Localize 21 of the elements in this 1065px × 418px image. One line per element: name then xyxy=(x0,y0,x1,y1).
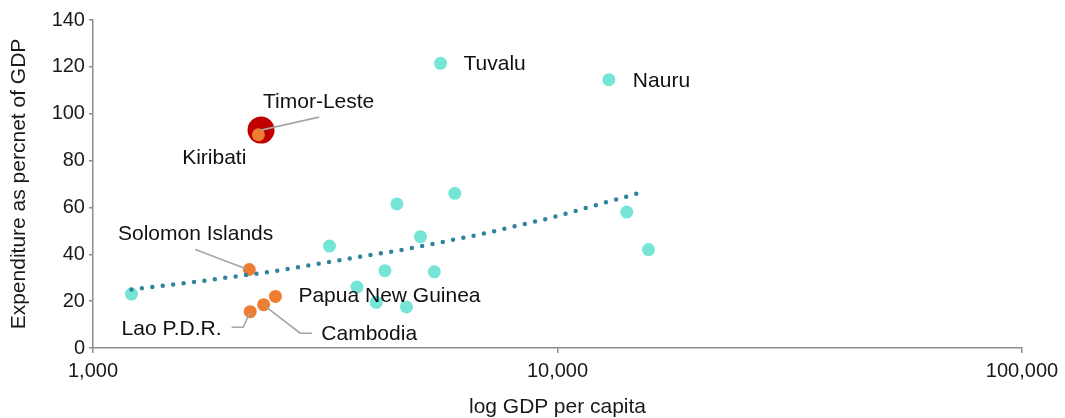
x-axis-title: log GDP per capita xyxy=(468,394,647,418)
annotation: Cambodia xyxy=(321,320,418,344)
y-tick-label: 140 xyxy=(51,7,85,30)
y-tick-label: 60 xyxy=(62,194,85,217)
y-tick-label: 120 xyxy=(51,54,85,77)
x-tick-label: 100,000 xyxy=(985,358,1059,381)
x-tick-label: 10,000 xyxy=(526,358,589,381)
annotation: Kiribati xyxy=(182,144,247,168)
annotation: Timor-Leste xyxy=(263,88,375,112)
y-tick-label: 80 xyxy=(62,148,85,171)
annotation: Lao P.D.R. xyxy=(121,316,222,340)
annotation: Papua New Guinea xyxy=(298,283,481,307)
y-tick-label: 40 xyxy=(62,241,85,264)
annotation: Solomon Islands xyxy=(118,221,274,245)
y-tick-label: 20 xyxy=(62,288,85,311)
y-tick-label: 0 xyxy=(73,335,85,358)
y-axis-title: Expenditure as percnet of GDP xyxy=(6,38,30,330)
x-tick-label: 1,000 xyxy=(67,358,119,381)
y-tick-label: 100 xyxy=(51,101,85,124)
annotation: Tuvalu xyxy=(463,51,526,75)
annotation: Nauru xyxy=(632,67,691,91)
